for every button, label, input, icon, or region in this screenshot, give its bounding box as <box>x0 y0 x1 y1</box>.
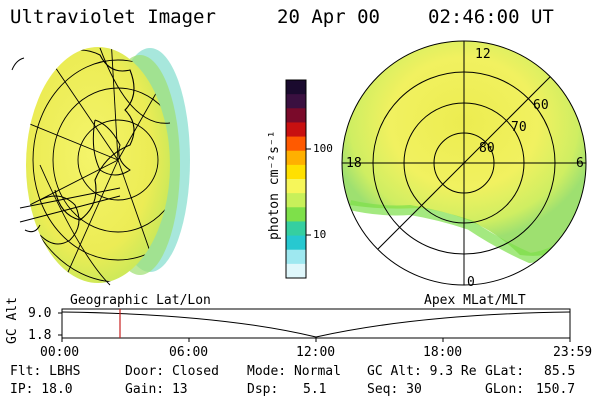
colorbar-segment <box>286 94 306 109</box>
altitude-axis-label: GC Alt <box>5 297 20 344</box>
status-mode: Mode: Normal <box>247 364 341 379</box>
date-label: 20 Apr 00 <box>277 6 380 28</box>
status-filter: Flt: LBHS <box>10 364 81 379</box>
colorbar-segment <box>286 136 306 152</box>
status-ip: IP: 18.0 <box>10 382 73 397</box>
colorbar-segment <box>286 108 306 123</box>
apex-caption: Apex MLat/MLT <box>424 293 526 308</box>
colorbar-segment <box>286 80 306 95</box>
mlat-label-70: 70 <box>511 120 527 135</box>
geographic-caption: Geographic Lat/Lon <box>70 293 211 308</box>
colorbar-segment <box>286 249 306 265</box>
altitude-tick-9: 9.0 <box>28 306 52 321</box>
mlt-label-18: 18 <box>346 156 362 171</box>
time-tick-0000: 00:00 <box>40 345 80 360</box>
geographic-image <box>11 47 190 286</box>
colorbar-label-10: 10 <box>313 228 327 241</box>
mlat-label-80: 80 <box>479 141 495 156</box>
instrument-title: Ultraviolet Imager <box>10 6 216 28</box>
colorbar-segment <box>286 207 306 222</box>
time-tick-1800: 18:00 <box>423 345 463 360</box>
colorbar-unit-label: photon cm⁻²s⁻¹ <box>267 130 282 240</box>
status-dsp-value: 5.1 <box>303 382 327 397</box>
status-door: Door: Closed <box>125 364 219 379</box>
mlt-label-12: 12 <box>475 47 491 62</box>
polar-plot <box>341 40 587 286</box>
colorbar-segment <box>286 150 306 166</box>
colorbar <box>285 79 311 279</box>
time-tick-2359: 23:59 <box>553 345 593 360</box>
colorbar-label-100: 100 <box>313 142 333 155</box>
time-label: 02:46:00 UT <box>428 6 554 28</box>
colorbar-segment <box>286 122 306 138</box>
colorbar-segment <box>286 179 306 194</box>
colorbar-segment <box>286 263 306 279</box>
status-gain: Gain: 13 <box>125 382 188 397</box>
mlt-label-0: 0 <box>467 275 475 290</box>
altitude-tick-1-8: 1.8 <box>28 328 52 343</box>
status-glon: GLon: <box>485 382 525 397</box>
colorbar-segment <box>286 235 306 251</box>
status-gc-alt: GC Alt: 9.3 Re <box>367 364 477 379</box>
mlat-label-60: 60 <box>533 98 549 113</box>
status-dsp: Dsp: <box>247 382 279 397</box>
colorbar-segment <box>286 164 306 180</box>
status-glat: GLat: <box>485 364 525 379</box>
status-glon-value: 150.7 <box>536 382 576 397</box>
status-glat-value: 85.5 <box>544 364 576 379</box>
altitude-plot <box>58 308 571 342</box>
status-seq: Seq: 30 <box>367 382 422 397</box>
colorbar-segment <box>286 193 306 208</box>
colorbar-segment <box>286 221 306 237</box>
mlt-label-6: 6 <box>576 156 584 171</box>
time-tick-0600: 06:00 <box>169 345 209 360</box>
time-tick-1200: 12:00 <box>296 345 336 360</box>
